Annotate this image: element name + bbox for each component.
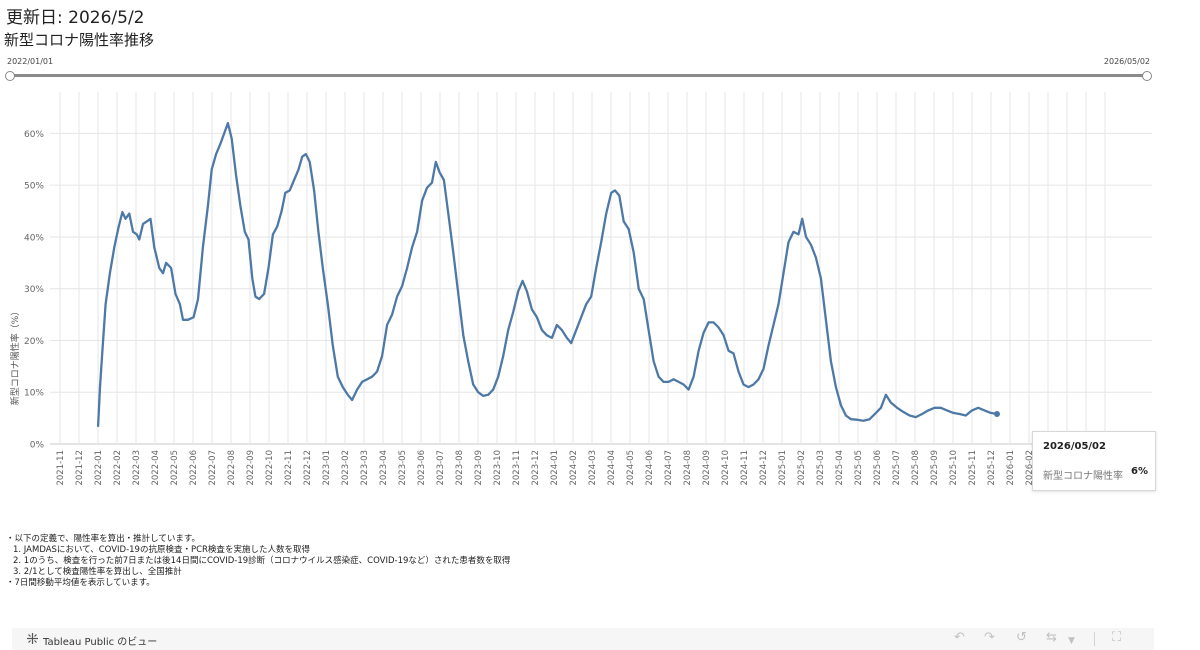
- x-tick-label: 2025-10: [949, 450, 959, 486]
- x-tick-labels: 2021-11 2021-12 2022-01 2022-02 2022-03 2022-…: [56, 450, 1111, 486]
- x-tick-label: 2025-01: [778, 450, 788, 486]
- x-tick-label: 2023-12: [531, 450, 541, 486]
- x-tick-label: 2023-10: [493, 450, 503, 486]
- note-line: 2. 1のうち、検査を行った前7日または後14日間にCOVID-19診断（コロナ…: [13, 556, 511, 566]
- range-track: [9, 74, 1148, 77]
- x-tick-label: 2022-02: [113, 450, 123, 486]
- x-tick-label: 2024-11: [740, 450, 750, 486]
- x-tick-label: 2023-04: [379, 450, 389, 486]
- x-tick-label: 2024-12: [759, 450, 769, 486]
- x-tick-label: 2023-01: [322, 450, 332, 486]
- y-tick-label: 20%: [24, 337, 44, 347]
- y-tick-label: 0%: [30, 441, 45, 451]
- chevron-down-icon[interactable]: ▼: [1068, 636, 1075, 646]
- range-end-handle[interactable]: [1142, 71, 1152, 81]
- grid-layer: [50, 92, 1152, 445]
- note-line: ・7日間移動平均値を表示しています。: [6, 578, 155, 588]
- x-tick-label: 2023-09: [474, 450, 484, 486]
- x-tick-label: 2024-10: [721, 450, 731, 486]
- tooltip-date: 2026/05/02: [1043, 441, 1106, 452]
- x-tick-label: 2026-01: [1006, 450, 1016, 486]
- x-tick-label: 2022-08: [227, 450, 237, 486]
- y-tick-label: 10%: [24, 389, 44, 399]
- positivity-line-chart: 0% 10% 20% 30% 40% 50% 60% 2021-11 2021-12 2022-…: [9, 92, 1152, 486]
- note-line: 1. JAMDASにおいて、COVID-19の抗原検査・PCR検査を実施した人数…: [13, 545, 310, 555]
- fullscreen-icon[interactable]: ⛶: [1112, 630, 1122, 645]
- share-icon[interactable]: ⇆: [1046, 630, 1057, 645]
- page-title: 新型コロナ陽性率推移: [4, 31, 155, 49]
- x-tick-label: 2025-05: [854, 450, 864, 486]
- x-tick-label: 2022-03: [132, 450, 142, 486]
- x-tick-label: 2025-09: [930, 450, 940, 486]
- note-line: ・以下の定義で、陽性率を算出・推計しています。: [6, 534, 201, 544]
- series-line-positivity: [96, 121, 999, 428]
- tooltip: 2026/05/02 新型コロナ陽性率 6%: [1032, 431, 1156, 491]
- x-tick-label: 2022-12: [303, 450, 313, 486]
- x-tick-label: 2024-04: [607, 450, 617, 486]
- x-tick-label: 2025-06: [873, 450, 883, 486]
- tooltip-measure: 新型コロナ陽性率: [1043, 471, 1123, 482]
- latest-data-point[interactable]: [994, 411, 1000, 417]
- x-tick-label: 2024-07: [664, 450, 674, 486]
- tableau-logo-icon: [27, 633, 38, 644]
- x-tick-label: 2024-06: [645, 450, 655, 486]
- x-tick-label: 2023-02: [341, 450, 351, 486]
- x-tick-label: 2022-05: [170, 450, 180, 486]
- x-tick-label: 2022-09: [246, 450, 256, 486]
- x-tick-label: 2025-07: [892, 450, 902, 486]
- x-tick-label: 2025-08: [911, 450, 921, 486]
- x-tick-label: 2022-10: [265, 450, 275, 486]
- x-tick-label: 2023-06: [417, 450, 427, 486]
- x-tick-label: 2024-02: [569, 450, 579, 486]
- x-tick-label: 2022-07: [208, 450, 218, 486]
- revert-icon[interactable]: ↺: [1016, 630, 1027, 645]
- x-tick-label: 2024-05: [626, 450, 636, 486]
- tooltip-value: 6%: [1131, 466, 1148, 477]
- range-start-handle[interactable]: [5, 71, 15, 81]
- x-tick-label: 2024-09: [702, 450, 712, 486]
- y-tick-label: 50%: [24, 182, 44, 192]
- redo-icon[interactable]: ↷: [984, 630, 995, 645]
- x-tick-label: 2023-08: [455, 450, 465, 486]
- y-tick-label: 40%: [24, 233, 44, 243]
- x-tick-label: 2023-05: [398, 450, 408, 486]
- x-tick-label: 2023-03: [360, 450, 370, 486]
- x-tick-label: 2025-04: [835, 450, 845, 486]
- x-tick-label: 2024-08: [683, 450, 693, 486]
- tableau-footer: Tableau Public のビュー ↶ ↷ ↺ ⇆ ▼ ⛶: [12, 628, 1154, 650]
- y-tick-label: 60%: [24, 130, 44, 140]
- x-tick-label: 2023-11: [512, 450, 522, 486]
- tableau-public-label[interactable]: Tableau Public のビュー: [43, 637, 158, 648]
- range-end-label: 2026/05/02: [1103, 57, 1150, 66]
- x-tick-label: 2024-01: [550, 450, 560, 486]
- x-tick-label: 2026-02: [1025, 450, 1035, 486]
- x-tick-label: 2021-12: [75, 450, 85, 486]
- x-tick-label: 2025-02: [797, 450, 807, 486]
- date-range-slider[interactable]: [5, 71, 1152, 83]
- note-line: 3. 2/1として検査陽性率を算出し、全国推計: [13, 567, 182, 577]
- undo-icon[interactable]: ↶: [954, 630, 965, 645]
- y-tick-label: 30%: [24, 285, 44, 295]
- x-tick-label: 2022-04: [151, 450, 161, 486]
- x-tick-label: 2025-11: [968, 450, 978, 486]
- footer-divider: [1094, 632, 1095, 646]
- x-tick-label: 2022-06: [189, 450, 199, 486]
- y-axis-title: 新型コロナ陽性率（%）: [9, 307, 21, 406]
- x-tick-label: 2025-12: [987, 450, 997, 486]
- x-tick-label: 2021-11: [56, 450, 66, 486]
- x-tick-label: 2022-01: [94, 450, 104, 486]
- x-tick-label: 2022-11: [284, 450, 294, 486]
- x-tick-label: 2025-03: [816, 450, 826, 486]
- range-start-label: 2022/01/01: [7, 57, 54, 66]
- x-tick-label: 2023-07: [436, 450, 446, 486]
- update-date: 更新日: 2026/5/2: [6, 8, 145, 28]
- y-tick-labels: 0% 10% 20% 30% 40% 50% 60%: [24, 130, 44, 451]
- x-tick-label: 2024-03: [588, 450, 598, 486]
- notes: ・以下の定義で、陽性率を算出・推計しています。 1. JAMDASにおいて、CO…: [6, 534, 510, 589]
